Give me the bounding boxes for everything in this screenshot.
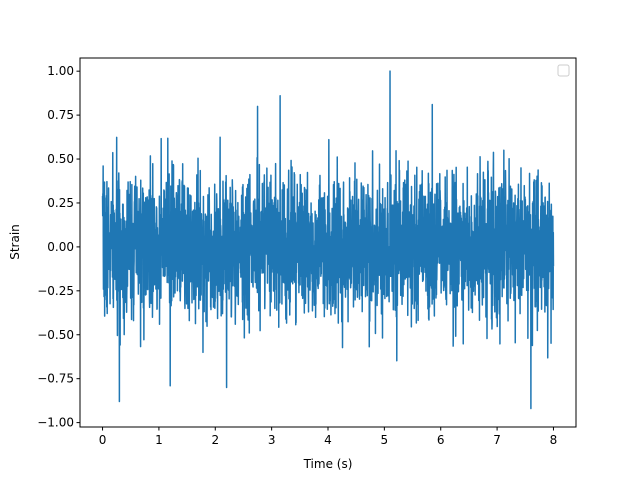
x-tick-label: 7 (493, 433, 501, 447)
x-tick-label: 1 (155, 433, 163, 447)
x-axis-label: Time (s) (303, 457, 353, 471)
y-tick-label: −0.50 (37, 328, 74, 342)
x-tick-label: 6 (437, 433, 445, 447)
y-tick-label: 0.50 (47, 152, 74, 166)
y-tick-label: −0.25 (37, 284, 74, 298)
y-tick-label: −1.00 (37, 416, 74, 430)
y-axis-label: Strain (8, 224, 22, 260)
x-tick-label: 8 (550, 433, 558, 447)
x-tick-label: 2 (211, 433, 219, 447)
y-axis-ticks: −1.00 −0.75 −0.50 −0.25 0.00 0.25 0.50 0.75 1.00 (37, 64, 80, 430)
legend-box (557, 64, 570, 77)
x-tick-label: 0 (99, 433, 107, 447)
series-layer (101, 70, 555, 410)
y-tick-label: −0.75 (37, 372, 74, 386)
x-tick-label: 3 (268, 433, 276, 447)
x-tick-label: 4 (324, 433, 332, 447)
y-tick-label: 0.25 (47, 196, 74, 210)
y-tick-label: 0.00 (47, 240, 74, 254)
y-tick-label: 0.75 (47, 108, 74, 122)
y-tick-label: 1.00 (47, 64, 74, 78)
x-tick-label: 5 (381, 433, 389, 447)
x-axis-ticks: 0 1 2 3 4 5 6 7 8 (99, 427, 558, 447)
strain-series-line (101, 70, 555, 410)
